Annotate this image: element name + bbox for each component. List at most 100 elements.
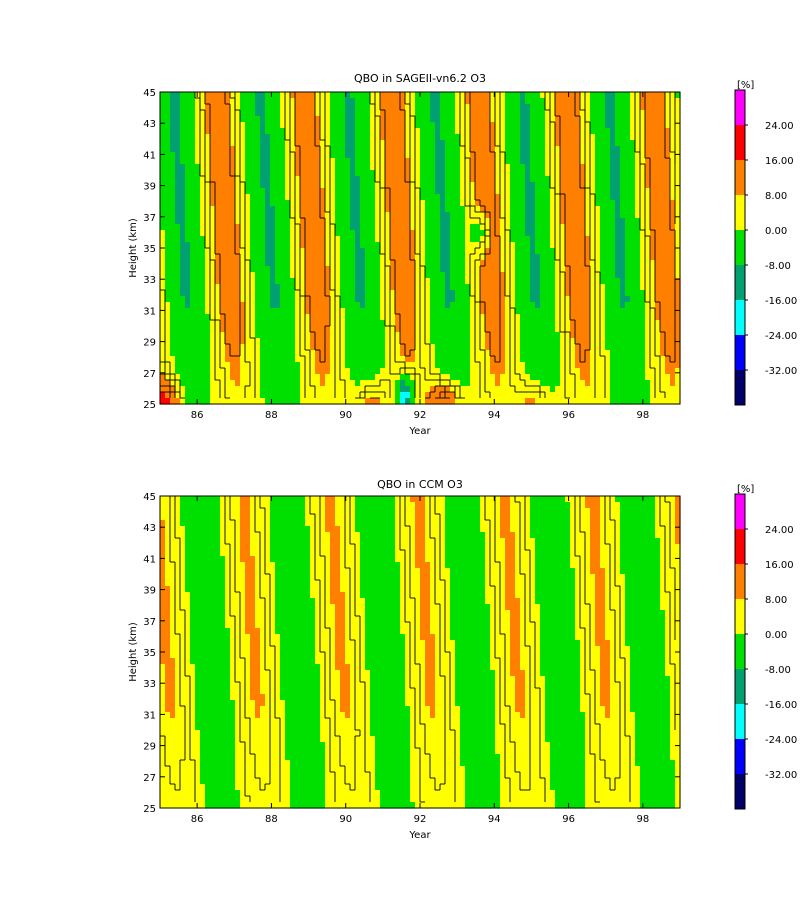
- contour-cell: [650, 218, 656, 225]
- contour-cell: [515, 296, 521, 303]
- contour-cell: [285, 374, 291, 381]
- contour-cell: [545, 224, 551, 231]
- contour-cell: [645, 140, 651, 147]
- contour-cell: [545, 314, 551, 321]
- contour-cell: [560, 182, 566, 189]
- contour-cell: [325, 308, 331, 315]
- contour-cell: [525, 260, 531, 267]
- contour-cell: [270, 164, 276, 171]
- contour-cell: [470, 350, 476, 357]
- contour-cell: [165, 122, 171, 129]
- contour-cell: [340, 188, 346, 195]
- contour-cell: [260, 230, 266, 237]
- contour-cell: [260, 338, 266, 345]
- contour-cell: [285, 194, 291, 201]
- contour-cell: [385, 104, 391, 111]
- contour-cell: [475, 206, 481, 213]
- contour-cell: [565, 338, 571, 345]
- contour-cell: [590, 110, 596, 117]
- contour-cell: [560, 344, 566, 351]
- contour-cell: [665, 170, 671, 177]
- contour-cell: [425, 194, 431, 201]
- contour-cell: [485, 200, 491, 207]
- contour-cell: [250, 188, 256, 195]
- contour-cell: [450, 284, 456, 291]
- contour-cell: [545, 230, 551, 237]
- contour-cell: [435, 116, 441, 123]
- contour-cell: [370, 308, 376, 315]
- contour-cell: [370, 374, 376, 381]
- contour-cell: [250, 116, 256, 123]
- contour-cell: [330, 302, 336, 309]
- contour-cell: [485, 248, 491, 255]
- contour-cell: [280, 344, 286, 351]
- contour-cell: [655, 362, 661, 369]
- contour-cell: [225, 272, 231, 279]
- contour-cell: [425, 356, 431, 363]
- contour-cell: [550, 314, 556, 321]
- contour-cell: [210, 128, 216, 135]
- contour-cell: [210, 230, 216, 237]
- contour-cell: [280, 158, 286, 165]
- contour-cell: [255, 266, 261, 273]
- contour-cell: [235, 164, 241, 171]
- contour-cell: [415, 308, 421, 315]
- contour-cell: [225, 242, 231, 249]
- contour-cell: [580, 356, 586, 363]
- contour-cell: [410, 128, 416, 135]
- contour-cell: [560, 332, 566, 339]
- contour-cell: [360, 308, 366, 315]
- contour-cell: [305, 362, 311, 369]
- contour-cell: [390, 194, 396, 201]
- contour-cell: [295, 284, 301, 291]
- contour-cell: [170, 116, 176, 123]
- contour-cell: [385, 170, 391, 177]
- contour-cell: [165, 272, 171, 279]
- contour-cell: [230, 200, 236, 207]
- contour-cell: [635, 104, 641, 111]
- contour-cell: [215, 176, 221, 183]
- contour-cell: [635, 368, 641, 375]
- contour-cell: [555, 176, 561, 183]
- contour-cell: [580, 182, 586, 189]
- contour-cell: [615, 248, 621, 255]
- contour-cell: [360, 248, 366, 255]
- contour-cell: [195, 374, 201, 381]
- contour-cell: [635, 236, 641, 243]
- contour-cell: [480, 146, 486, 153]
- contour-cell: [670, 254, 676, 261]
- contour-cell: [255, 212, 261, 219]
- contour-cell: [540, 212, 546, 219]
- contour-cell: [465, 176, 471, 183]
- contour-cell: [365, 92, 371, 99]
- contour-cell: [510, 278, 516, 285]
- contour-cell: [610, 140, 616, 147]
- contour-cell: [380, 242, 386, 249]
- contour-cell: [275, 194, 281, 201]
- contour-cell: [505, 242, 511, 249]
- contour-cell: [335, 320, 341, 327]
- contour-cell: [665, 224, 671, 231]
- contour-cell: [395, 164, 401, 171]
- contour-cell: [255, 122, 261, 129]
- contour-cell: [520, 248, 526, 255]
- contour-cell: [345, 344, 351, 351]
- contour-cell: [215, 374, 221, 381]
- contour-cell: [530, 152, 536, 159]
- contour-cell: [270, 158, 276, 165]
- contour-cell: [505, 296, 511, 303]
- contour-cell: [225, 218, 231, 225]
- contour-cell: [460, 170, 466, 177]
- contour-cell: [390, 122, 396, 129]
- contour-cell: [410, 230, 416, 237]
- contour-cell: [535, 140, 541, 147]
- contour-cell: [660, 134, 666, 141]
- contour-cell: [480, 182, 486, 189]
- contour-cell: [425, 320, 431, 327]
- contour-cell: [465, 272, 471, 279]
- contour-cell: [570, 164, 576, 171]
- contour-cell: [185, 242, 191, 249]
- contour-cell: [350, 170, 356, 177]
- contour-cell: [245, 368, 251, 375]
- contour-cell: [390, 374, 396, 381]
